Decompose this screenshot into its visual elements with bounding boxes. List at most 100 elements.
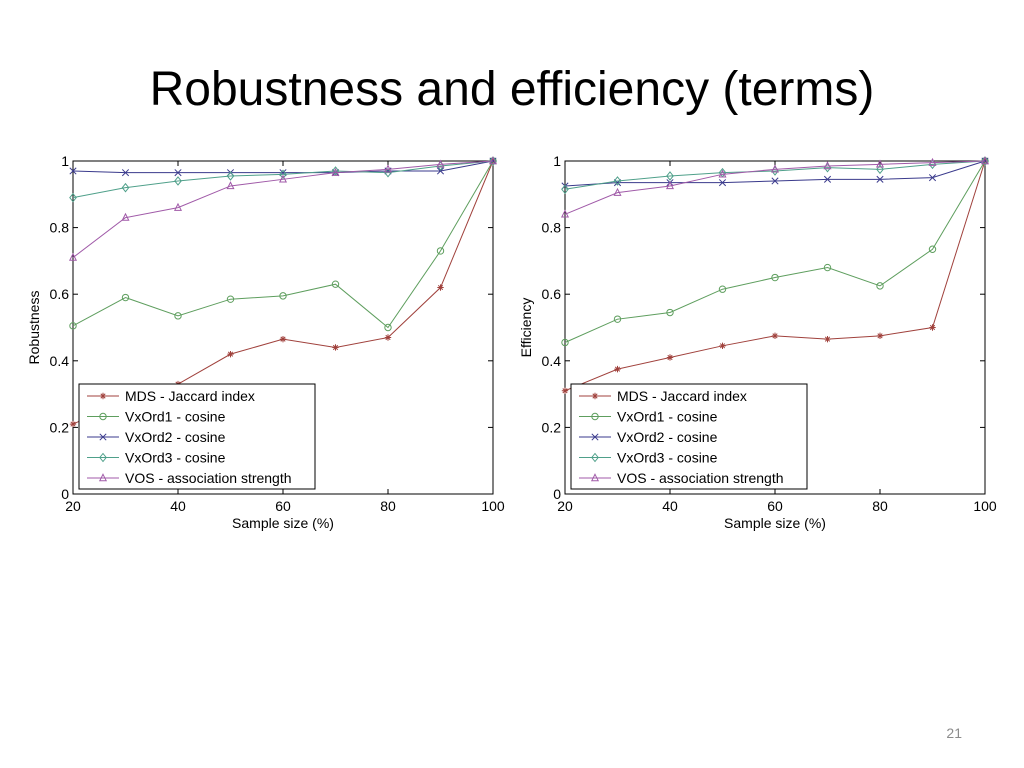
x-tick-label: 40 — [170, 498, 186, 514]
data-point — [226, 171, 235, 181]
legend-entry: VxOrd1 - cosine — [125, 409, 226, 425]
data-point — [436, 159, 445, 168]
x-tick-label: 20 — [65, 498, 81, 514]
data-point — [561, 184, 569, 195]
legend-entry: VOS - association strength — [617, 470, 784, 486]
x-tick-label: 20 — [557, 498, 573, 514]
data-point — [824, 335, 831, 343]
data-point — [384, 323, 392, 332]
x-tick-label: 100 — [481, 498, 505, 514]
data-point — [666, 354, 674, 361]
legend-marker — [99, 412, 107, 421]
series-line — [72, 160, 494, 258]
y-tick-label: 0.4 — [542, 353, 562, 369]
x-tick-label: 80 — [380, 498, 396, 514]
legend-marker — [591, 433, 599, 441]
legend-marker — [98, 473, 108, 482]
data-point — [719, 342, 726, 350]
data-point — [928, 245, 937, 253]
data-point — [437, 284, 444, 291]
data-point — [173, 202, 183, 211]
legend-entry: VxOrd3 - cosine — [617, 450, 718, 466]
y-tick-label: 0.2 — [50, 419, 70, 435]
legend-entry: MDS - Jaccard index — [125, 388, 255, 404]
data-point — [928, 157, 937, 166]
data-point — [666, 308, 674, 317]
series-line — [564, 160, 986, 215]
data-point — [436, 247, 445, 255]
series-vos-association-strength — [560, 156, 990, 218]
data-point — [278, 174, 288, 183]
data-point — [383, 164, 393, 173]
legend-entry: VxOrd2 - cosine — [617, 429, 718, 445]
series-line — [72, 160, 494, 199]
data-point — [332, 344, 339, 351]
data-point — [875, 159, 885, 168]
data-point — [771, 332, 779, 340]
data-point — [384, 334, 392, 341]
data-point — [718, 179, 727, 187]
series-line — [564, 160, 986, 190]
data-point — [174, 312, 182, 320]
y-tick-label: 1 — [61, 153, 69, 169]
data-point — [174, 176, 182, 186]
y-tick-label: 0.8 — [542, 220, 562, 236]
y-axis-label: Efficiency — [518, 298, 534, 358]
series-line — [72, 160, 494, 329]
data-point — [174, 169, 182, 177]
series-vxord3-cosine — [69, 156, 497, 203]
data-point — [613, 187, 622, 196]
data-point — [436, 167, 445, 175]
data-point — [279, 292, 287, 300]
legend-marker — [591, 452, 599, 463]
efficiency-chart: 0 0.2 0.4 0.6 0.8 1 20 40 60 80 100 Sample size (%)… — [518, 153, 997, 531]
y-tick-label: 1 — [553, 153, 561, 169]
data-point — [489, 156, 497, 166]
x-axis-label: Sample size (%) — [724, 515, 826, 531]
x-tick-label: 100 — [973, 498, 997, 514]
data-point — [331, 280, 340, 288]
data-point — [226, 295, 235, 303]
data-point — [823, 161, 832, 170]
data-point — [69, 420, 77, 428]
data-point — [823, 175, 832, 183]
slide-title: Robustness and efficiency (terms) — [149, 63, 875, 116]
legend-marker — [591, 412, 599, 421]
x-tick-label: 60 — [275, 498, 291, 514]
data-point — [121, 182, 130, 193]
y-axis-label: Robustness — [26, 291, 42, 365]
data-point — [876, 175, 884, 183]
data-point — [227, 350, 234, 358]
data-point — [928, 174, 937, 182]
legend-marker — [590, 473, 600, 482]
data-point — [665, 181, 675, 190]
legend-marker — [99, 452, 107, 463]
series-vxord1-cosine — [69, 157, 497, 332]
data-point — [823, 263, 832, 272]
data-point — [384, 167, 392, 178]
legend-entry: VxOrd3 - cosine — [125, 450, 226, 466]
data-point — [488, 156, 498, 165]
y-tick-label: 0.2 — [542, 419, 562, 435]
data-point — [771, 177, 779, 185]
data-point — [929, 324, 936, 331]
y-tick-label: 0.4 — [50, 353, 70, 369]
data-point — [121, 169, 130, 177]
data-point — [613, 315, 622, 323]
legend: MDS - Jaccard index VxOrd1 - cosine VxOrd2… — [570, 383, 808, 490]
y-tick-label: 0 — [61, 486, 69, 502]
y-tick-label: 0 — [553, 486, 561, 502]
data-point — [876, 332, 884, 340]
data-point — [666, 171, 674, 181]
data-point — [770, 164, 780, 173]
legend-marker — [99, 392, 107, 400]
data-point — [980, 156, 990, 165]
data-point — [771, 273, 779, 282]
data-point — [69, 167, 77, 175]
data-point — [226, 181, 235, 190]
y-tick-label: 0.8 — [50, 220, 70, 236]
data-point — [69, 192, 77, 203]
series-vxord1-cosine — [561, 157, 989, 347]
page-number: 21 — [946, 725, 962, 741]
x-tick-label: 40 — [662, 498, 678, 514]
